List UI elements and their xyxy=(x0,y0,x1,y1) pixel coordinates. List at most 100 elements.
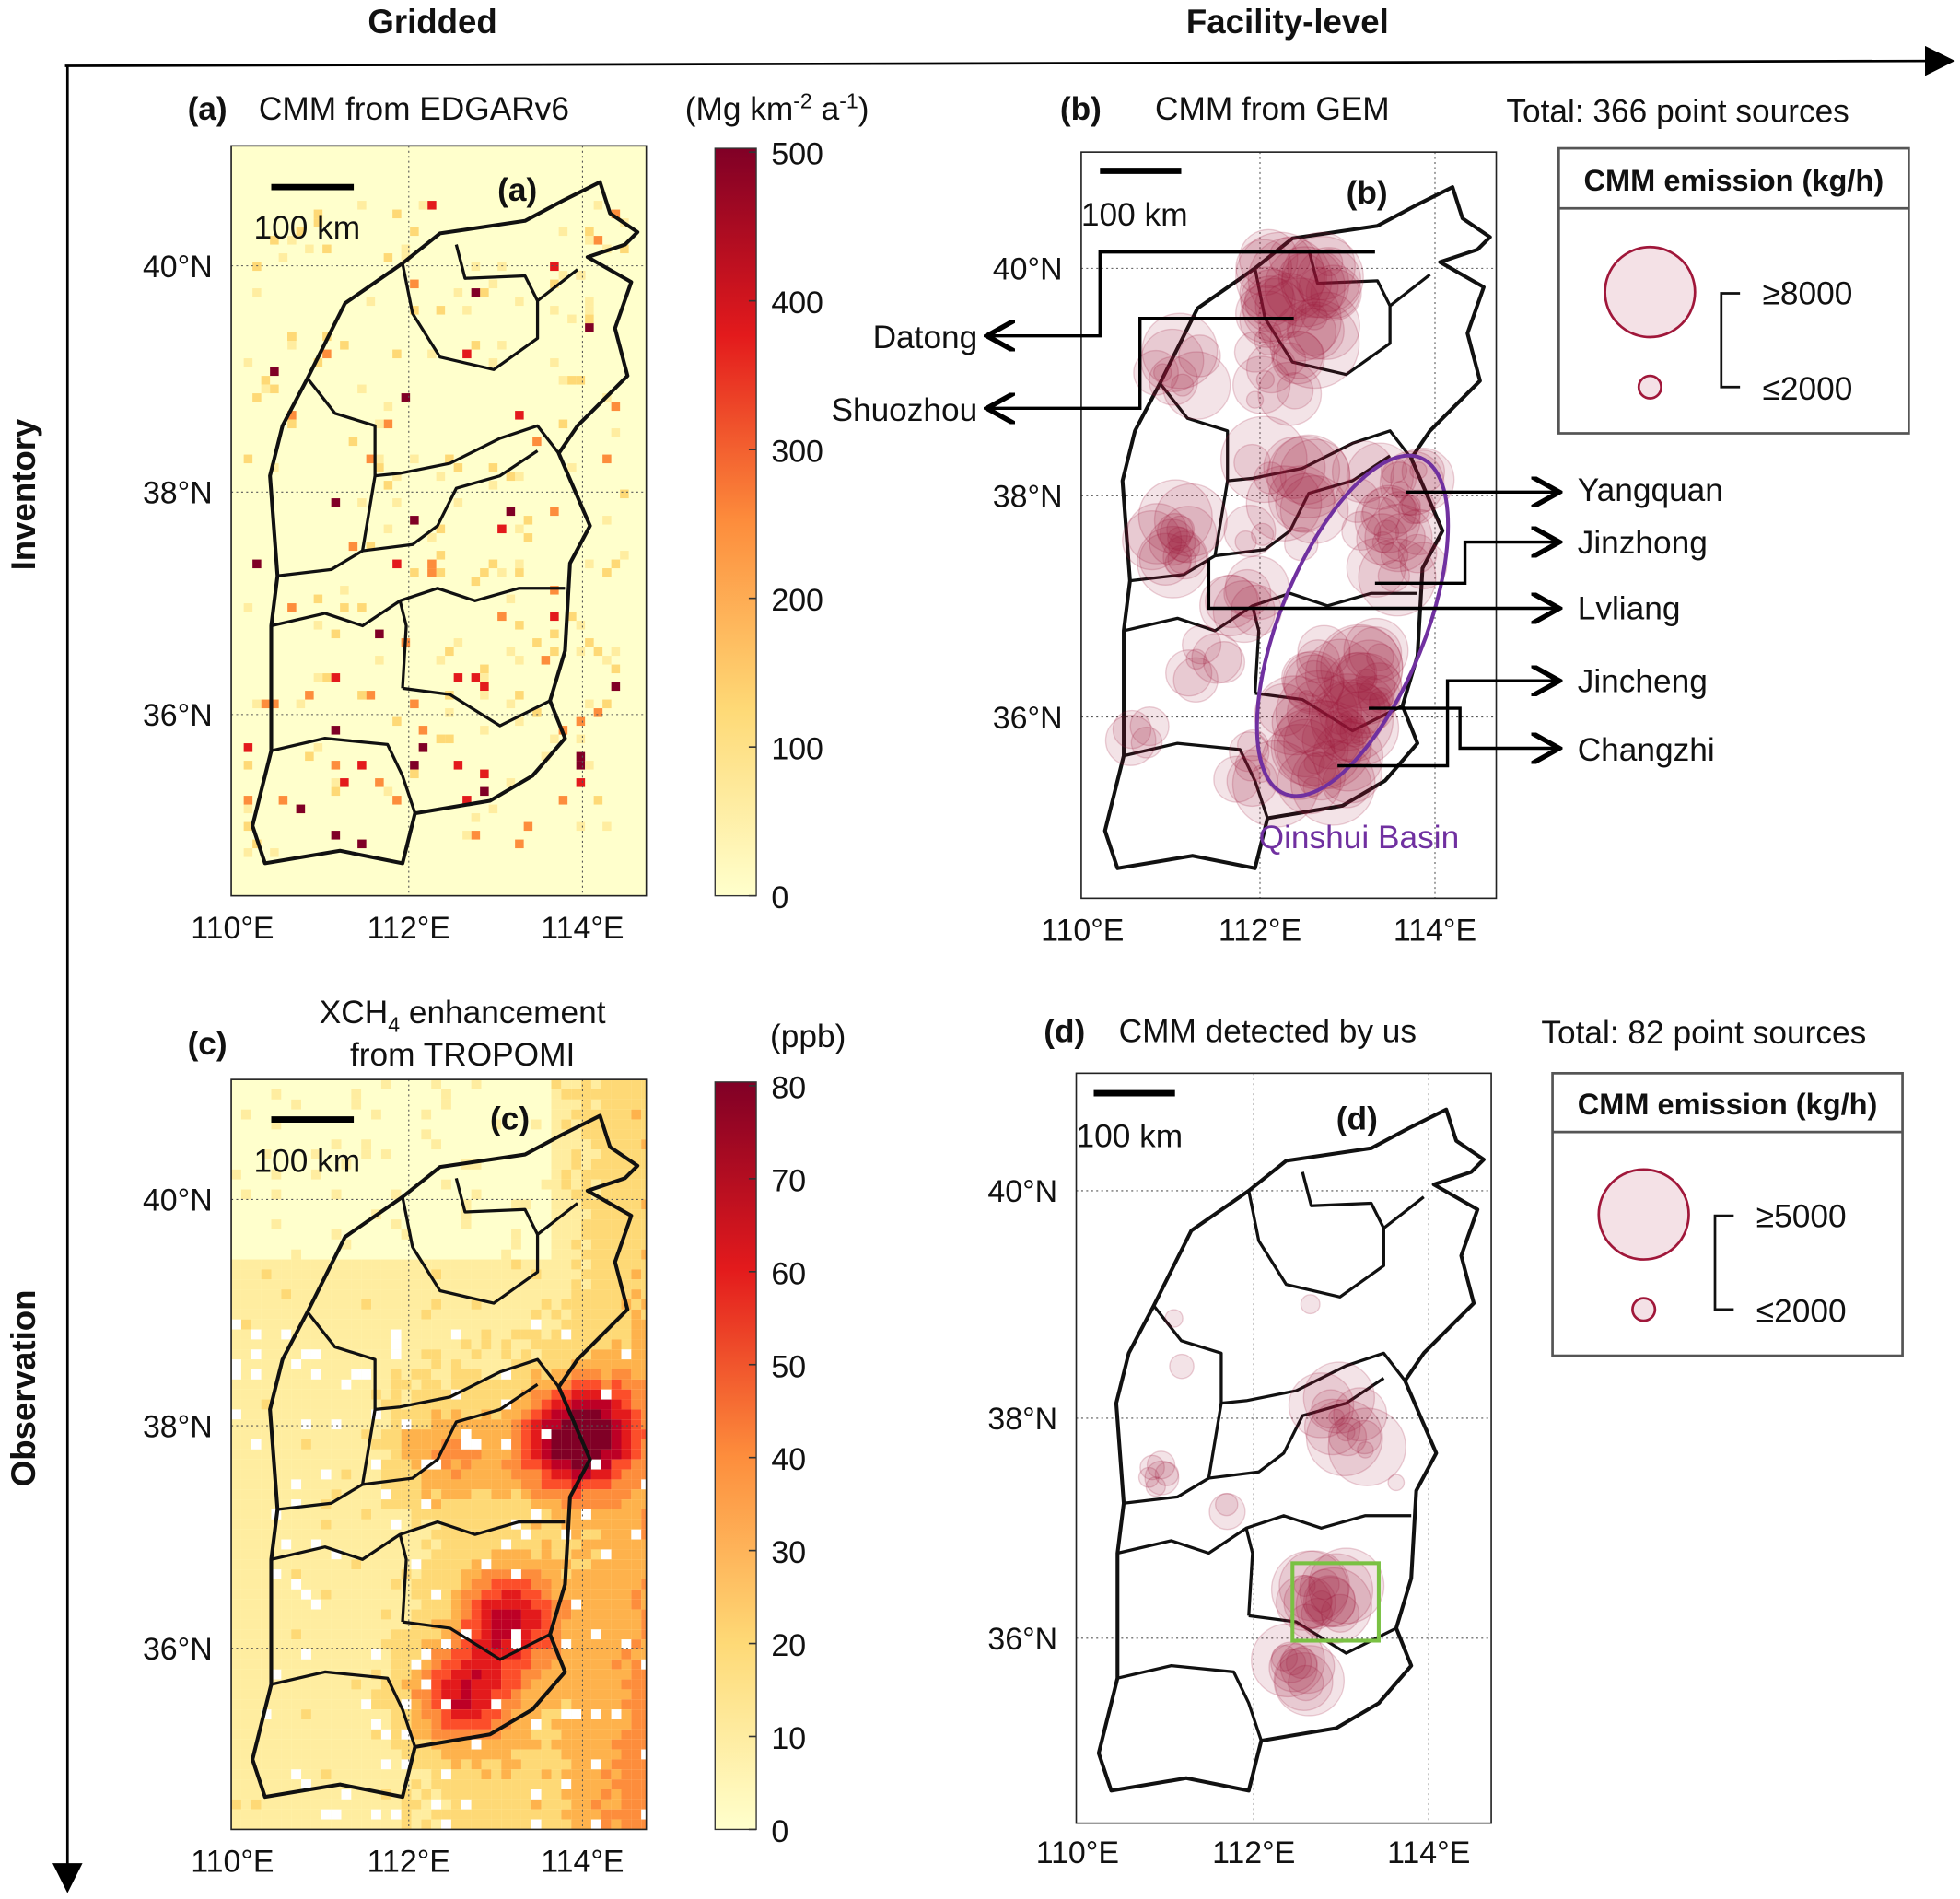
grid-cell xyxy=(501,1139,512,1150)
grid-cell xyxy=(341,1699,352,1710)
grid-cell xyxy=(291,1809,302,1820)
grid-cell xyxy=(341,1569,352,1579)
grid-cell xyxy=(401,1789,412,1800)
grid-cell xyxy=(551,1179,562,1190)
grid-cell xyxy=(585,699,594,709)
grid-cell xyxy=(501,1479,512,1490)
grid-cell xyxy=(361,1429,372,1439)
grid-cell xyxy=(380,1419,391,1430)
grid-cell xyxy=(391,1199,402,1210)
grid-cell xyxy=(301,1189,311,1200)
grid-cell xyxy=(491,1619,502,1630)
grid-cell xyxy=(391,1359,402,1369)
grid-cell xyxy=(421,1309,432,1320)
grid-cell xyxy=(240,1329,251,1340)
grid-cell xyxy=(551,1269,562,1280)
grid-cell xyxy=(291,1259,302,1270)
grid-cell xyxy=(271,1739,282,1750)
grid-cell xyxy=(520,1689,531,1700)
grid-cell xyxy=(581,1549,591,1560)
grid-cell xyxy=(371,1299,381,1310)
grid-cell xyxy=(411,1449,422,1460)
grid-cell xyxy=(310,1309,321,1320)
grid-cell xyxy=(261,1679,272,1690)
grid-cell xyxy=(305,244,314,254)
grid-cell xyxy=(581,1729,591,1740)
grid-cell xyxy=(511,1109,521,1120)
grid-cell xyxy=(585,323,594,332)
grid-cell xyxy=(491,1469,502,1480)
grid-cell xyxy=(501,1199,512,1210)
grid-cell xyxy=(375,656,384,665)
grid-cell xyxy=(501,1679,512,1690)
grid-cell xyxy=(431,1329,442,1340)
grid-cell xyxy=(380,1099,391,1110)
grid-cell xyxy=(481,1649,492,1660)
grid-cell xyxy=(431,1629,442,1640)
grid-cell xyxy=(561,1079,572,1089)
grid-cell xyxy=(471,1589,482,1600)
grid-cell xyxy=(561,1199,572,1210)
grid-cell xyxy=(251,1779,262,1789)
grid-cell xyxy=(590,1719,601,1730)
grid-cell xyxy=(561,1769,572,1780)
grid-cell xyxy=(231,1109,241,1120)
point-source xyxy=(1239,228,1299,289)
grid-cell xyxy=(231,1139,241,1150)
grid-cell xyxy=(441,1569,451,1579)
grid-cell xyxy=(461,1139,472,1150)
grid-cell xyxy=(491,1809,502,1820)
grid-cell xyxy=(441,1249,451,1260)
grid-cell xyxy=(551,1239,562,1250)
grid-cell xyxy=(383,786,393,797)
grid-cell xyxy=(431,1109,442,1120)
point-source xyxy=(1270,435,1341,506)
grid-cell xyxy=(366,454,376,464)
grid-cell xyxy=(291,1679,302,1690)
grid-cell xyxy=(431,1569,442,1579)
grid-cell xyxy=(601,1509,612,1520)
grid-cell xyxy=(481,1249,492,1260)
grid-cell xyxy=(450,1499,461,1509)
grid-cell xyxy=(351,1319,362,1330)
lat-tick: 40°N xyxy=(993,252,1063,287)
grid-cell xyxy=(581,1639,591,1649)
grid-cell xyxy=(366,691,376,700)
lon-tick: 110°E xyxy=(191,911,274,946)
grid-cell xyxy=(421,1389,432,1400)
grid-cell xyxy=(541,1759,552,1770)
grid-cell xyxy=(531,1429,542,1439)
grid-cell xyxy=(321,1799,332,1810)
grid-cell xyxy=(411,1429,422,1439)
grid-cell xyxy=(641,1449,647,1460)
grid-cell xyxy=(321,1259,332,1270)
grid-cell xyxy=(371,1579,381,1590)
grid-cell xyxy=(251,1419,262,1430)
grid-cell xyxy=(321,1279,332,1290)
point-source xyxy=(1343,617,1409,683)
grid-cell xyxy=(380,1289,391,1299)
grid-cell xyxy=(321,1669,332,1680)
grid-cell xyxy=(520,1399,531,1410)
grid-cell xyxy=(240,1339,251,1350)
grid-cell xyxy=(291,1239,302,1250)
grid-cell xyxy=(421,1549,432,1560)
grid-cell xyxy=(411,1109,422,1120)
grid-cell xyxy=(361,1189,372,1200)
grid-cell xyxy=(351,1249,362,1260)
grid-cell xyxy=(551,1549,562,1560)
grid-cell xyxy=(313,594,323,604)
grid-cell xyxy=(551,1279,562,1290)
grid-cell xyxy=(380,1429,391,1439)
grid-cell xyxy=(450,1719,461,1730)
grid-cell xyxy=(341,1149,352,1159)
grid-cell xyxy=(291,1629,302,1640)
grid-cell xyxy=(281,1179,292,1190)
grid-cell xyxy=(431,1549,442,1560)
grid-cell xyxy=(471,1249,482,1260)
grid-cell xyxy=(531,1559,542,1570)
grid-cell xyxy=(331,1569,342,1579)
grid-cell xyxy=(631,1299,642,1310)
grid-cell xyxy=(581,1579,591,1590)
grid-cell xyxy=(590,1149,601,1159)
